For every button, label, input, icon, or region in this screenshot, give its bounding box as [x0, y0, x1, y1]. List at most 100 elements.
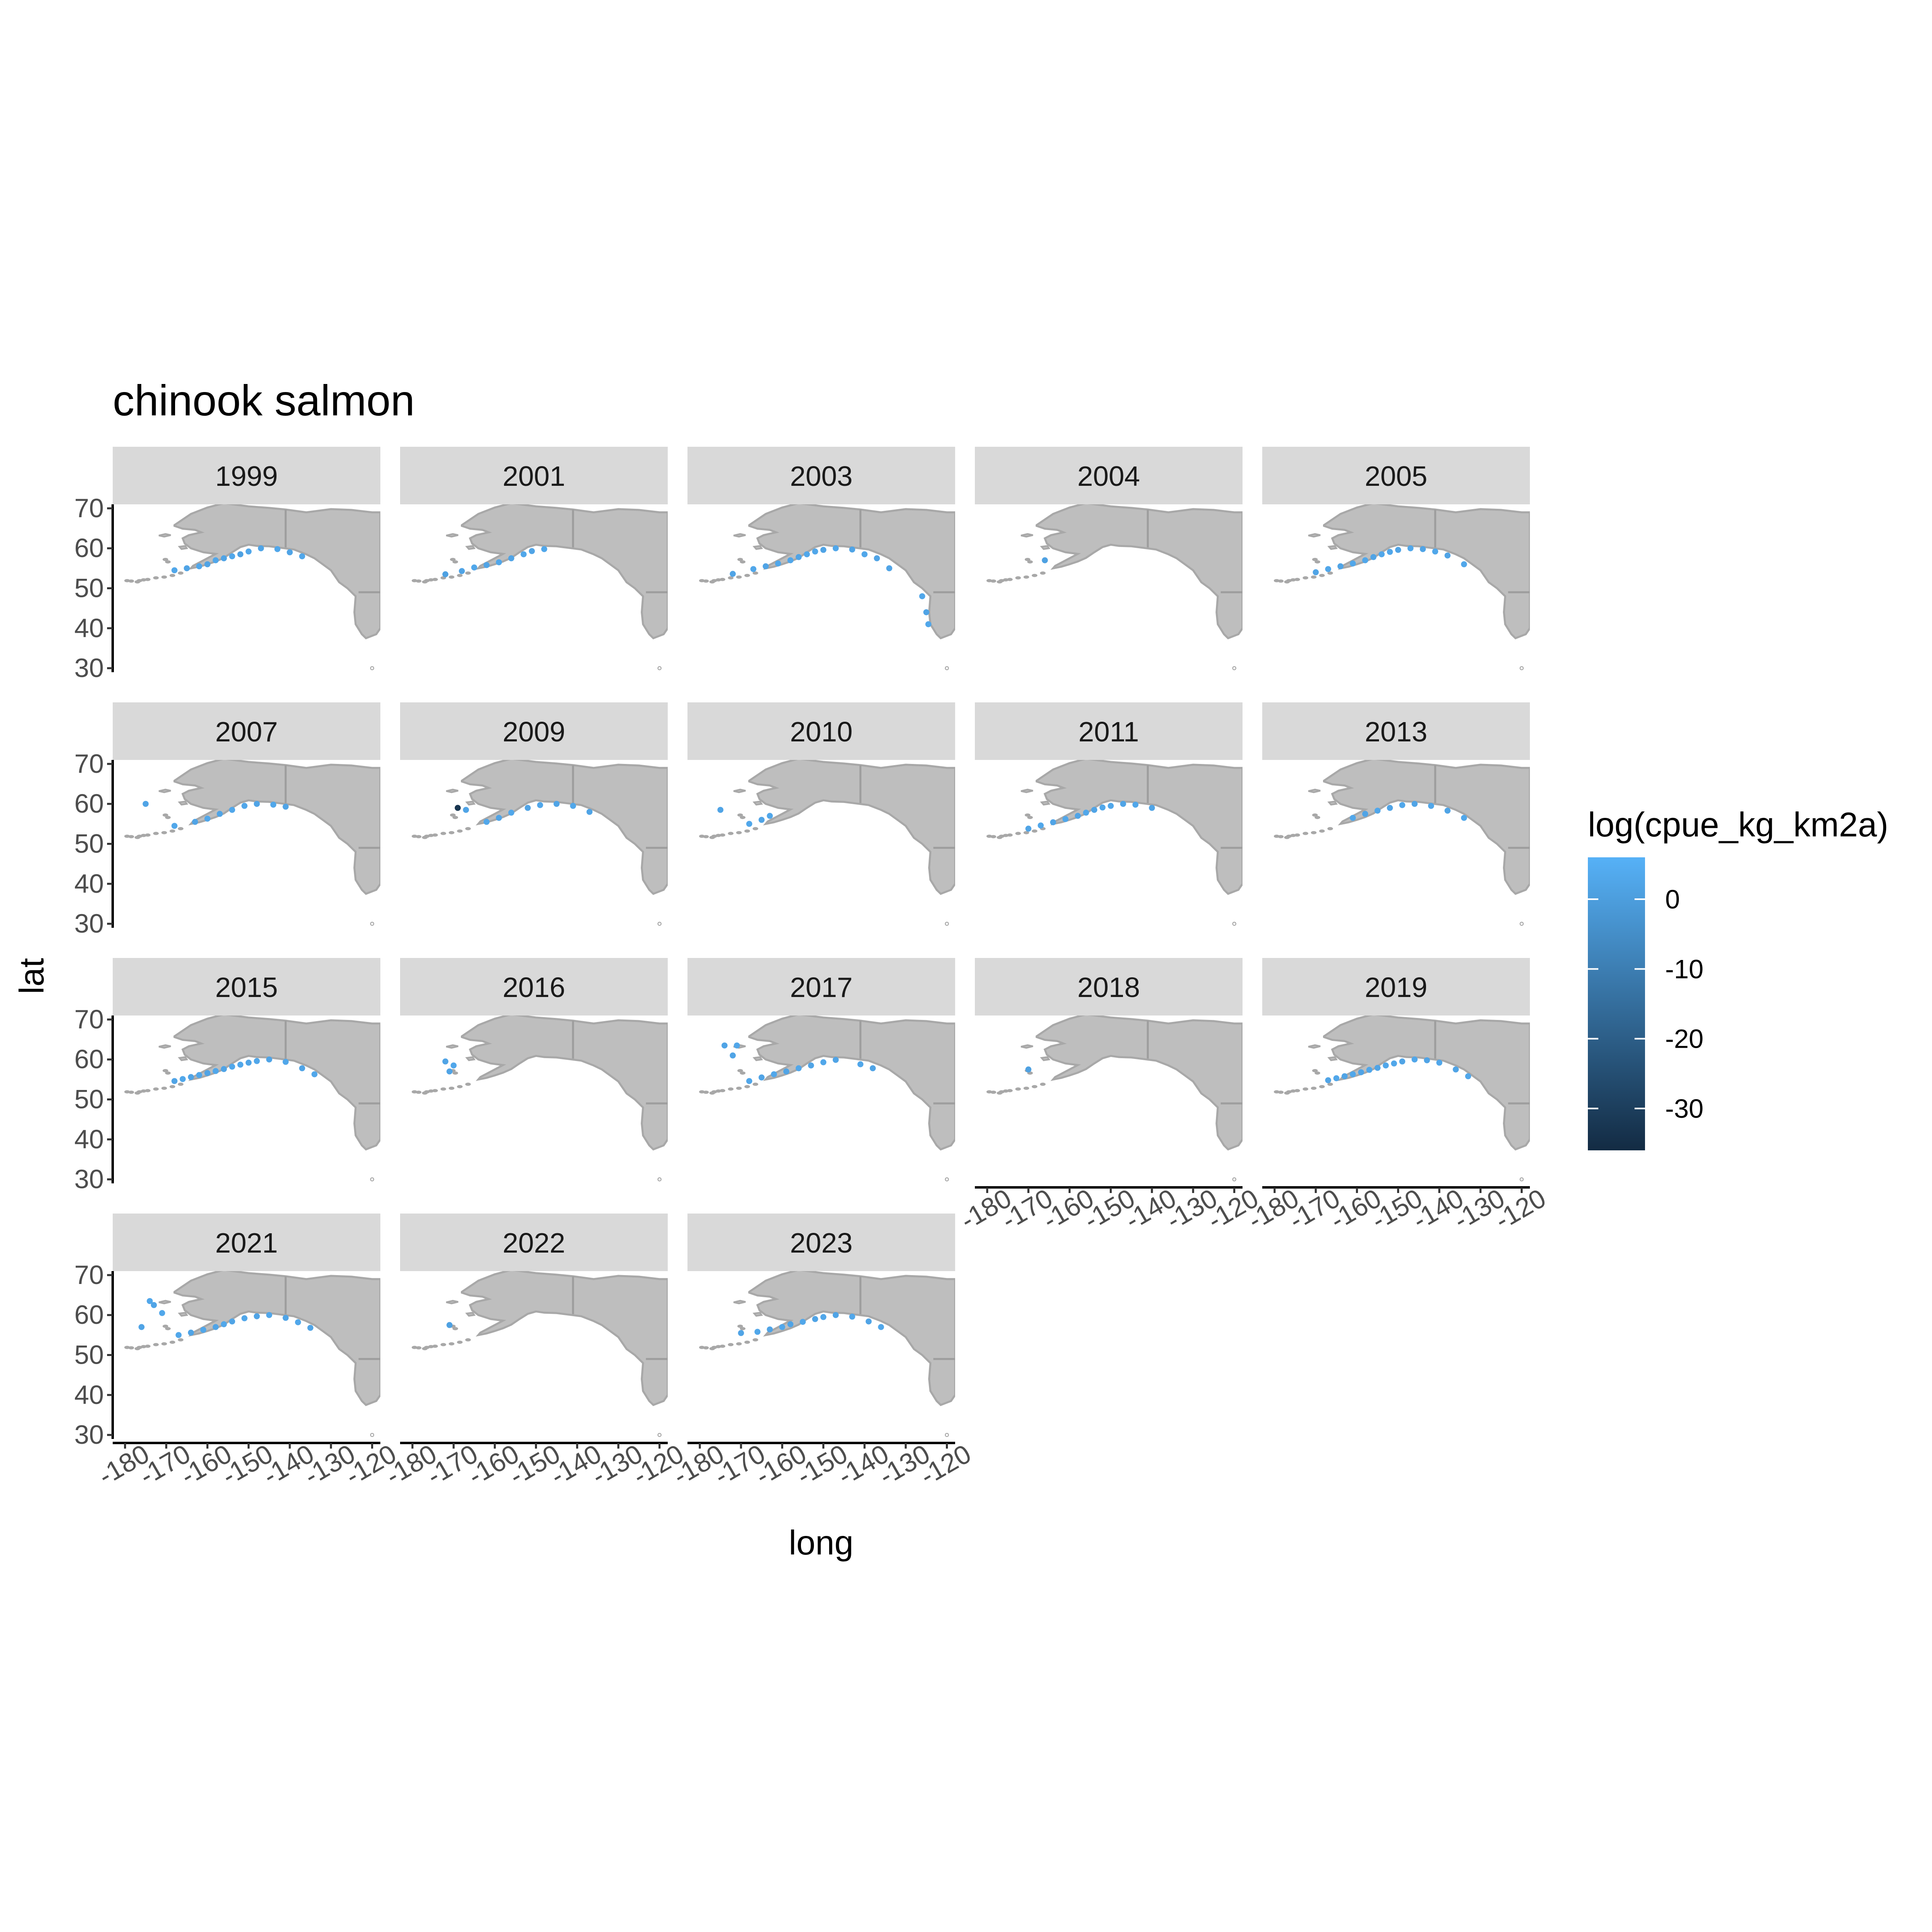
island-shape: [728, 832, 734, 835]
data-point: [1436, 1059, 1443, 1066]
island-shape: [1024, 813, 1030, 817]
data-point: [1395, 547, 1402, 553]
y-tick-label: 40: [74, 869, 104, 898]
island-shape: [178, 801, 188, 806]
island-shape: [715, 1345, 721, 1348]
island-shape: [465, 1082, 471, 1086]
data-point: [721, 1042, 728, 1049]
island-shape: [465, 1338, 471, 1342]
data-point: [442, 1058, 449, 1065]
land-shape: [1323, 760, 1530, 895]
facet-panel: 2019-180-170-160-150-140-130-120: [1243, 958, 1551, 1235]
island-shape: [1311, 1086, 1317, 1090]
island-shape: [1290, 834, 1296, 837]
island-shape: [1308, 533, 1321, 538]
basemap: [699, 1271, 955, 1437]
data-point: [1091, 807, 1098, 813]
island-shape: [1274, 834, 1280, 838]
data-point: [1075, 813, 1081, 819]
facet-strip-label: 2007: [215, 716, 278, 747]
island-shape: [422, 1091, 428, 1095]
island-shape: [411, 579, 417, 582]
island-shape: [945, 1433, 949, 1437]
island-shape: [1040, 571, 1046, 575]
island-shape: [1003, 1089, 1009, 1093]
island-shape: [1319, 574, 1325, 577]
data-point: [283, 1059, 289, 1065]
island-shape: [1284, 836, 1290, 839]
island-shape: [159, 533, 171, 538]
facet-panel: 2007 30 40 50 60 70: [74, 702, 380, 938]
island-shape: [752, 1056, 763, 1061]
data-point: [820, 547, 827, 553]
y-tick-label: 60: [74, 1044, 104, 1074]
land-shape: [748, 1271, 955, 1406]
island-shape: [465, 545, 476, 550]
data-point: [832, 545, 839, 551]
data-point: [1407, 545, 1414, 551]
basemap: [411, 1271, 668, 1437]
data-point: [299, 553, 305, 559]
island-shape: [699, 579, 705, 582]
island-shape: [1302, 832, 1309, 835]
island-shape: [715, 578, 721, 582]
data-point: [180, 1076, 186, 1082]
data-point: [1374, 807, 1381, 814]
island-shape: [1021, 533, 1033, 538]
data-point: [1366, 1067, 1373, 1073]
data-point: [1444, 552, 1451, 559]
island-shape: [752, 801, 763, 806]
island-shape: [446, 533, 458, 538]
y-tick-label: 30: [74, 1164, 104, 1194]
y-tick-label: 50: [74, 573, 104, 603]
data-point: [804, 551, 810, 557]
data-point: [520, 551, 527, 557]
data-point: [241, 1315, 248, 1321]
island-shape: [1015, 832, 1021, 835]
island-shape: [169, 1085, 175, 1088]
y-tick-label: 30: [74, 1420, 104, 1449]
data-point: [1050, 819, 1056, 826]
island-shape: [709, 580, 715, 584]
land-shape: [748, 504, 955, 640]
data-point: [1120, 801, 1126, 807]
island-shape: [997, 1091, 1003, 1095]
data-point: [188, 1074, 194, 1080]
island-shape: [1027, 815, 1033, 819]
data-point: [299, 1065, 305, 1071]
land-shape: [1036, 1016, 1243, 1151]
data-point: [1342, 1073, 1348, 1080]
basemap: [1274, 504, 1530, 671]
data-point: [1444, 807, 1451, 814]
land-shape: [1036, 760, 1243, 895]
data-point: [528, 548, 535, 554]
data-point: [446, 1322, 453, 1328]
basemap: [411, 1016, 668, 1182]
island-shape: [450, 558, 456, 561]
data-point: [237, 1061, 244, 1068]
island-shape: [1302, 1087, 1309, 1091]
data-point: [246, 1059, 252, 1066]
island-shape: [1003, 578, 1009, 582]
island-shape: [411, 1090, 417, 1094]
data-point: [204, 1070, 211, 1076]
island-shape: [162, 1325, 168, 1328]
island-shape: [428, 834, 434, 837]
colorbar-label: -10: [1665, 954, 1703, 984]
data-point: [307, 1325, 314, 1331]
data-point: [171, 823, 178, 829]
data-point: [496, 815, 502, 821]
island-shape: [1327, 545, 1338, 550]
data-point: [450, 1062, 457, 1069]
data-point: [196, 563, 202, 570]
island-shape: [440, 1343, 446, 1346]
facet-panel: 2013: [1262, 702, 1530, 926]
data-point: [1370, 554, 1377, 560]
colorbar: [1588, 857, 1645, 1150]
data-point: [254, 801, 260, 807]
data-point: [254, 1313, 260, 1319]
facet-strip-label: 2003: [790, 460, 853, 492]
data-point: [812, 548, 818, 555]
data-point: [254, 1058, 260, 1064]
island-shape: [699, 1090, 705, 1094]
